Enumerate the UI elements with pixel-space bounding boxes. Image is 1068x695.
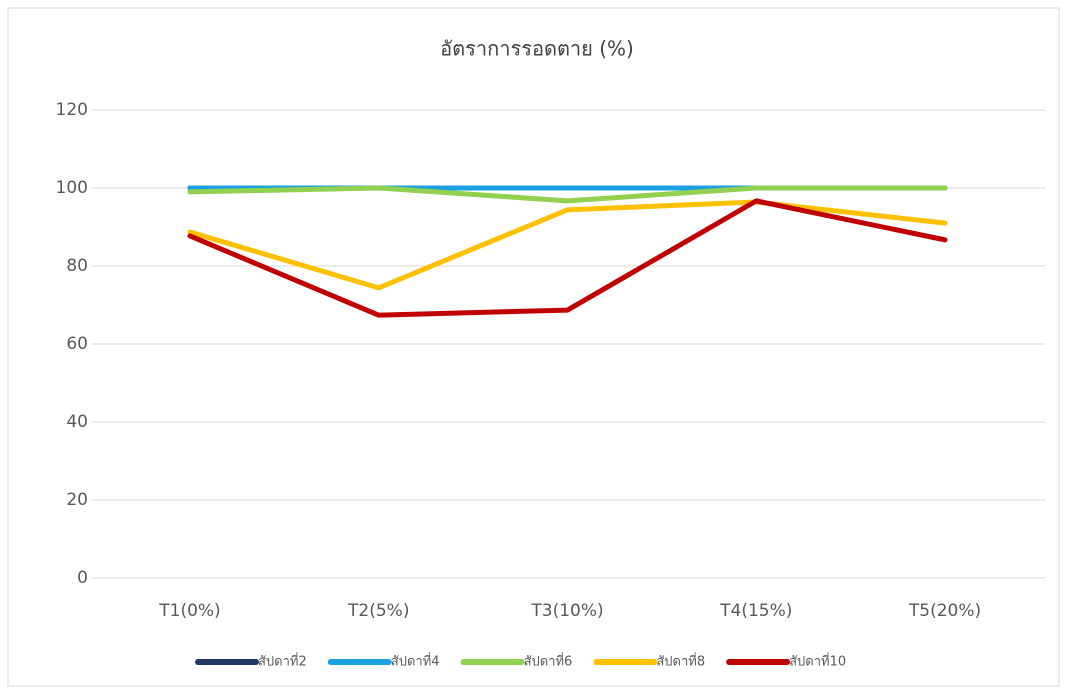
y-tick-label: 120 [56, 100, 88, 120]
y-tick-label: 80 [66, 256, 88, 276]
y-tick-label: 40 [66, 412, 88, 432]
chart-title: อัตราการรอดตาย (%) [440, 37, 634, 61]
legend-label: สัปดาที่10 [789, 653, 846, 670]
legend-label: สัปดาที่8 [656, 653, 705, 670]
legend-label: สัปดาที่4 [391, 653, 440, 670]
series-line [187, 185, 948, 204]
x-tick-label: T1(0%) [158, 601, 220, 621]
series-line [187, 198, 948, 318]
y-tick-label: 100 [56, 178, 88, 198]
x-tick-label: T2(5%) [347, 601, 409, 621]
y-tick-label: 60 [66, 334, 88, 354]
legend-label: สัปดาที่2 [258, 653, 307, 670]
y-tick-label: 0 [77, 568, 88, 588]
y-tick-label: 20 [66, 490, 88, 510]
legend-label: สัปดาที่6 [524, 653, 573, 670]
x-tick-label: T3(10%) [530, 601, 603, 621]
x-tick-label: T5(20%) [908, 601, 981, 621]
chart-border [7, 7, 1060, 687]
x-tick-label: T4(15%) [719, 601, 792, 621]
series-line [187, 199, 948, 291]
